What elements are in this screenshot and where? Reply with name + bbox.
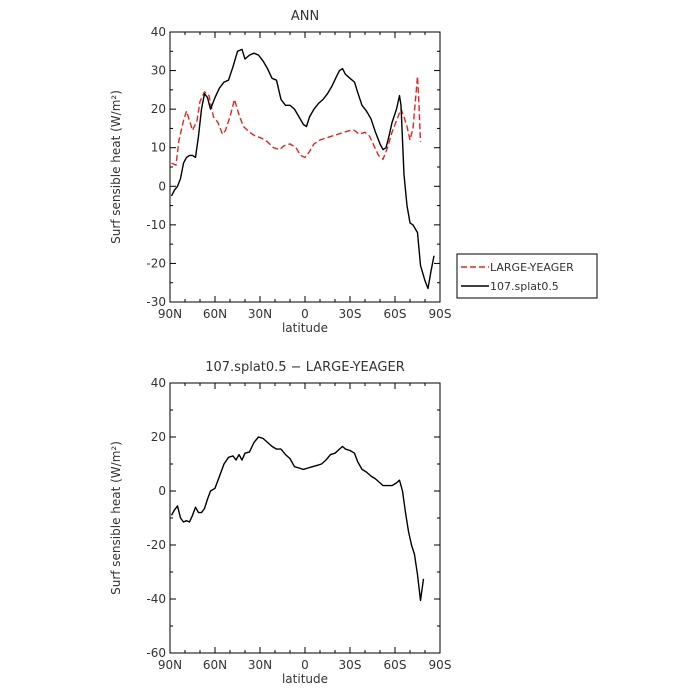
- series-line-1: [170, 48, 435, 290]
- x-tick-label: 30N: [248, 307, 272, 321]
- y-axis-label: Surf sensible heat (W/m²): [109, 441, 123, 595]
- y-tick-label: 40: [151, 376, 166, 390]
- y-tick-label: 0: [158, 484, 166, 498]
- x-tick-label: 60N: [203, 658, 227, 672]
- y-tick-label: 0: [158, 179, 166, 193]
- chart-title: 107.splat0.5 − LARGE-YEAGER: [205, 360, 405, 375]
- y-tick-label: -10: [146, 218, 166, 232]
- x-tick-label: 30S: [339, 307, 362, 321]
- x-tick-label: 60S: [384, 658, 407, 672]
- x-tick-label: 90N: [158, 307, 182, 321]
- x-tick-label: 90S: [429, 658, 452, 672]
- x-axis-label: latitude: [282, 672, 328, 686]
- y-tick-label: -20: [146, 538, 166, 552]
- x-tick-label: 0: [301, 658, 309, 672]
- panel-difference: 90N 60N 30N 0 30S 60S 90S 40 20 0 -20 -40 -60 107.spl…: [109, 360, 451, 686]
- y-tick-label: -30: [146, 295, 166, 309]
- y-tick-label: -40: [146, 592, 166, 606]
- x-tick-label: 90S: [429, 307, 452, 321]
- legend-label-1: 107.splat0.5: [490, 280, 559, 293]
- series-line-0: [171, 75, 422, 166]
- x-tick-label: 90N: [158, 658, 182, 672]
- x-axis-label: latitude: [282, 321, 328, 335]
- legend-label-0: LARGE-YEAGER: [490, 261, 574, 274]
- y-axis-label: Surf sensible heat (W/m²): [109, 90, 123, 244]
- chart-title: ANN: [291, 9, 319, 24]
- plot-frame: [169, 31, 441, 303]
- y-tick-label: 10: [151, 141, 166, 155]
- legend-box: [456, 253, 598, 299]
- y-tick-label: -20: [146, 256, 166, 270]
- y-tick-label: 20: [151, 430, 166, 444]
- x-tick-label: 60N: [203, 307, 227, 321]
- x-tick-label: 0: [301, 307, 309, 321]
- y-tick-label: 40: [151, 25, 166, 39]
- x-tick-label: 30N: [248, 658, 272, 672]
- panel-annual: 90N 60N 30N 0 30S 60S 90S 40 30 20 10 0 -10 -20 -30 ANN…: [109, 9, 598, 335]
- plot-frame: [169, 382, 441, 654]
- y-tick-label: 20: [151, 102, 166, 116]
- y-tick-label: 30: [151, 64, 166, 78]
- x-tick-label: 30S: [339, 658, 362, 672]
- x-tick-label: 60S: [384, 307, 407, 321]
- series-line-0: [170, 436, 425, 602]
- y-tick-label: -60: [146, 646, 166, 660]
